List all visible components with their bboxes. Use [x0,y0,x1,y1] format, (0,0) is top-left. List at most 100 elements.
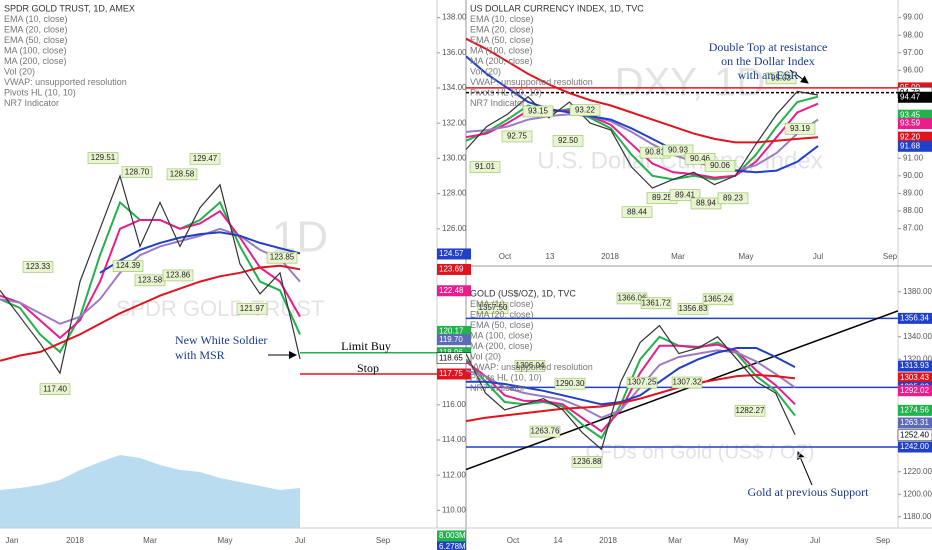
price-line [0,174,301,375]
pivot-box [704,160,736,172]
x-tick-label: May [733,536,748,545]
pivot-box [514,360,546,372]
y-tick-label: 1380.00 [903,287,932,296]
annotation: New White Soldier [175,333,267,347]
legend-entry: Pivots HL (10, 10) [470,87,542,97]
annotation-arrow [789,69,809,84]
x-tick-label: 14 [554,536,563,545]
annotation: Limit Buy [341,339,391,353]
pivot-label: 129.47 [193,154,218,163]
price-tag [437,285,471,297]
price-tag-label: 118.96 [439,348,463,357]
watermark: CFDs on Gold (US$ / OZ) [586,441,815,463]
price-tag [898,372,932,384]
y-tick-label: 91.00 [903,153,924,162]
pivot-label: 89.41 [675,190,696,199]
pivot-label: 93.19 [790,124,811,133]
volume-tag-label: 6.278M [439,542,466,550]
legend-entry: EMA (50, close) [470,35,534,45]
legend-entry: Vol (20) [470,351,501,361]
volume-area [0,455,300,528]
legend-entry: EMA (10, close) [4,14,68,24]
pivot-box [554,377,586,390]
y-tick-label: 136.00 [442,48,467,57]
price-tag-label: 1252.40 [900,430,929,439]
y-tick-label: 98.00 [903,30,924,39]
y-tick-label: 99.00 [903,13,924,22]
pivot-box [684,153,716,165]
pivot-box [166,168,198,181]
price-line [466,347,796,406]
pivot-box [266,251,298,264]
legend-entry: MA (100, close) [4,45,67,55]
panel-title: US DOLLAR CURRENCY INDEX, 1D, TVC [470,3,644,13]
legend-entry: NR7 Indicator [4,98,59,108]
price-tag [437,325,471,337]
legend-entry: VWAP: unsupported resolution [470,362,593,372]
y-tick-label: 1200.00 [903,489,932,498]
pivot-label: 90.81 [645,148,666,157]
pivot-box [717,192,749,205]
x-tick-label: 2018 [66,536,84,545]
legend-entry: EMA (20, close) [470,24,534,34]
pivot-label: 95.03 [771,74,792,83]
x-tick-label: May [217,536,232,545]
legend-entry: Vol (20) [470,66,501,76]
price-tag-label: 93.45 [900,110,921,119]
price-tag [898,360,932,372]
pivot-label: 93.22 [575,105,596,114]
price-tag-label: 124.57 [439,249,464,258]
price-tag [437,263,471,275]
y-tick-label: 112.00 [442,470,466,479]
legend-entry: EMA (50, close) [470,320,534,330]
y-tick-label: 1340.00 [903,332,932,341]
pivot-box [552,135,584,147]
pivot-label: 123.58 [138,276,163,285]
pivot-label: 1365.24 [704,294,733,303]
pivot-label: 121.97 [240,304,265,313]
legend-entry: EMA (20, close) [4,24,68,34]
price-line [0,227,301,325]
pivot-label: 92.50 [558,136,579,145]
pivot-label: 1236.88 [573,457,602,466]
pivot-label: 93.15 [528,107,549,116]
price-tag-label: 1292.02 [900,386,929,395]
panel-title: GOLD (US$/OZ), 1D, TVC [470,288,576,298]
legend-entry: EMA (10, close) [470,299,534,309]
x-tick-label: Sep [883,252,898,261]
x-tick-label: Jan [6,536,19,545]
price-tag [437,334,471,346]
price-tag-label: 119.70 [439,335,463,344]
y-tick-label: 96.00 [903,65,924,74]
price-tag [898,312,932,324]
pivot-label: 89.25 [652,193,673,202]
legend-entry: VWAP: unsupported resolution [4,77,127,87]
y-tick-label: 88.00 [903,206,924,215]
annotation: with MSR [175,348,225,362]
annotation: Double Top at resistance [709,40,828,54]
price-tag [898,404,932,416]
price-line [466,37,819,144]
annotation: Gold at previous Support [748,485,870,499]
legend-entry: EMA (50, close) [4,35,68,45]
legend-entry: Vol (20) [4,66,35,76]
price-line [466,373,796,423]
pivot-label: 90.06 [710,161,731,170]
pivot-box [734,404,766,417]
x-tick-label: Oct [499,252,512,261]
x-tick-label: Jul [813,252,823,261]
pivot-box [501,130,533,143]
legend-entry: MA (100, close) [470,330,533,340]
price-line [99,231,301,274]
x-tick-label: Mar [668,536,682,545]
price-tag [436,352,472,364]
x-tick-label: May [738,252,753,261]
pivot-label: 1356.83 [679,304,708,313]
y-tick-label: 87.00 [903,224,924,233]
volume-tag [437,530,466,542]
price-tag-label: 120.17 [439,327,464,336]
pivot-box [702,293,734,306]
price-tag-label: 122.48 [439,286,464,295]
pivot-label: 1361.72 [642,298,671,307]
